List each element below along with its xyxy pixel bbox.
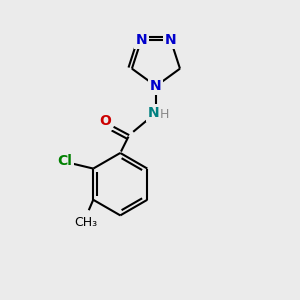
Text: Cl: Cl — [58, 154, 73, 168]
Text: CH₃: CH₃ — [74, 216, 98, 229]
Text: N: N — [148, 106, 159, 120]
Text: H: H — [159, 108, 169, 121]
Text: N: N — [135, 33, 147, 47]
Text: N: N — [165, 33, 177, 47]
Text: O: O — [100, 114, 111, 128]
Text: N: N — [150, 79, 162, 93]
